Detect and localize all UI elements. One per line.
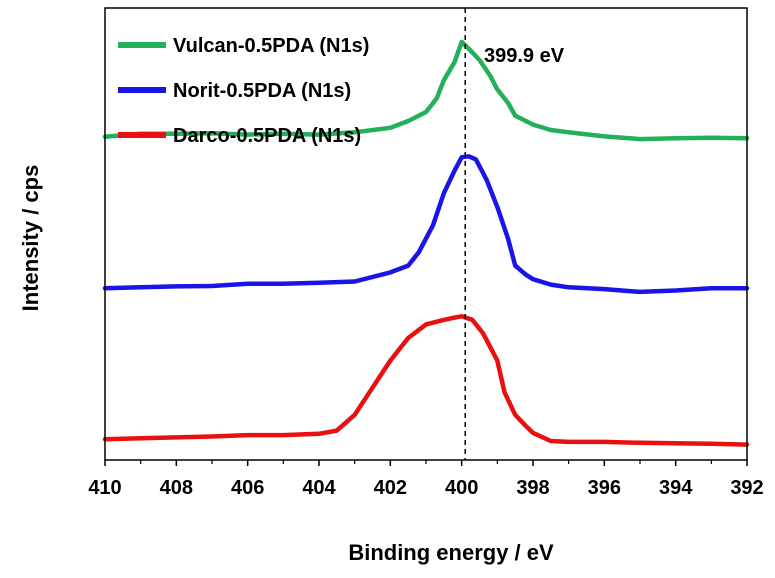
x-tick-label-404: 404 [302,477,336,499]
x-tick-label-400: 400 [445,477,478,499]
tick-layer: 410 408 406 404 402 400 398 396 394 392 [88,460,764,499]
x-tick-label-410: 410 [88,477,121,499]
x-tick-label-406: 406 [231,477,264,499]
y-axis-title: Intensity / cps [18,165,43,312]
series-line-2 [102,314,750,447]
legend-label-2: Darco-0.5PDA (N1s) [173,125,361,147]
x-tick-label-392: 392 [730,477,763,499]
x-tick-label-402: 402 [374,477,407,499]
legend: Vulcan-0.5PDA (N1s) Norit-0.5PDA (N1s) Dar… [118,35,369,147]
x-tick-label-394: 394 [659,477,693,499]
x-axis-title: Binding energy / eV [348,540,554,565]
x-tick-label-408: 408 [160,477,193,499]
x-tick-label-396: 396 [588,477,621,499]
legend-label-0: Vulcan-0.5PDA (N1s) [173,35,369,57]
peak-annotation-label: 399.9 eV [484,45,565,67]
series-line-0 [102,39,750,142]
plot-layer [102,8,750,460]
legend-label-1: Norit-0.5PDA (N1s) [173,80,351,102]
x-tick-label-398: 398 [516,477,549,499]
series-line-1 [102,154,750,295]
